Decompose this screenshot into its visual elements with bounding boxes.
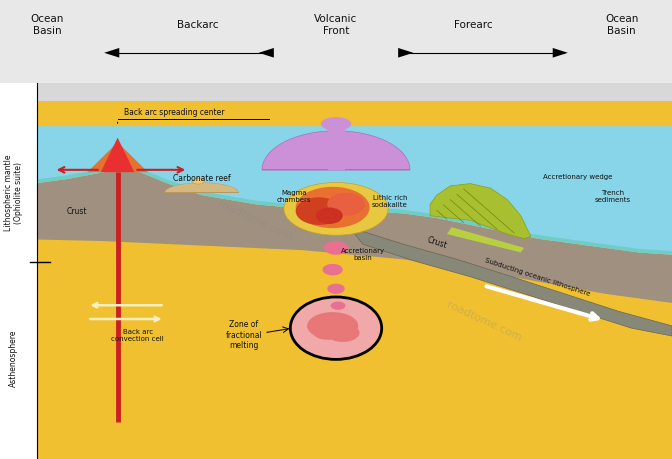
Text: Lithic rich
sodakalite: Lithic rich sodakalite (372, 196, 408, 208)
Ellipse shape (284, 182, 388, 235)
Text: Ocean
Basin: Ocean Basin (30, 14, 64, 36)
Polygon shape (87, 142, 148, 172)
Polygon shape (447, 227, 524, 252)
Circle shape (290, 297, 382, 359)
Text: roadtome.com: roadtome.com (216, 199, 294, 242)
Polygon shape (349, 227, 672, 336)
Text: Backarc: Backarc (177, 20, 219, 30)
Ellipse shape (316, 207, 343, 224)
Text: Zone of
fractional
melting: Zone of fractional melting (225, 320, 262, 350)
Polygon shape (398, 48, 413, 57)
Text: Volcanic
Front: Volcanic Front (314, 14, 358, 36)
Text: Accretionary
basin: Accretionary basin (341, 248, 385, 261)
Bar (0, 83, 37, 459)
Text: Crust: Crust (67, 207, 87, 216)
Polygon shape (430, 184, 531, 239)
Text: roadtome.com: roadtome.com (445, 300, 523, 343)
Ellipse shape (327, 193, 365, 216)
Polygon shape (323, 264, 343, 275)
Polygon shape (0, 165, 672, 303)
Text: Back arc spreading center: Back arc spreading center (124, 108, 225, 117)
Text: Forearc: Forearc (454, 20, 493, 30)
Text: Asthenosphere: Asthenosphere (9, 329, 18, 387)
Text: Trench
sediments: Trench sediments (595, 190, 631, 203)
Polygon shape (552, 48, 568, 57)
Polygon shape (259, 48, 274, 57)
Polygon shape (101, 138, 134, 172)
Ellipse shape (326, 324, 360, 342)
Ellipse shape (314, 326, 338, 340)
Ellipse shape (307, 312, 358, 340)
Bar (0, 101, 672, 459)
Bar (328, 129, 345, 170)
Polygon shape (104, 48, 120, 57)
Ellipse shape (296, 197, 343, 225)
Bar (0, 83, 672, 101)
Polygon shape (331, 302, 345, 310)
Text: Subducting oceanic lithosphere: Subducting oceanic lithosphere (485, 258, 591, 297)
Text: Magma
chambers: Magma chambers (277, 190, 312, 203)
Text: Lithospheric mantle
(Ophiolite suite): Lithospheric mantle (Ophiolite suite) (4, 155, 23, 231)
Ellipse shape (192, 179, 204, 184)
Polygon shape (324, 241, 348, 255)
Text: Ocean
Basin: Ocean Basin (605, 14, 638, 36)
Bar (0, 0, 672, 83)
Text: Carbonate reef: Carbonate reef (173, 174, 230, 184)
Text: Accretionary wedge: Accretionary wedge (543, 174, 613, 180)
Ellipse shape (296, 187, 370, 228)
Text: Back arc
convection cell: Back arc convection cell (112, 329, 164, 341)
Polygon shape (165, 183, 239, 193)
Polygon shape (262, 131, 410, 170)
Polygon shape (327, 284, 345, 294)
Ellipse shape (321, 117, 351, 131)
Text: Crust: Crust (425, 236, 448, 251)
